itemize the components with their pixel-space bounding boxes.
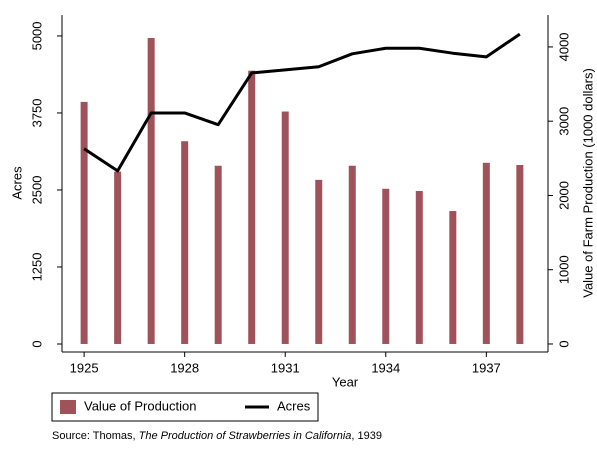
- bar: [248, 70, 256, 344]
- legend-label: Value of Production: [84, 398, 197, 413]
- source-text: Source: Thomas,: [52, 430, 139, 442]
- y2-tick-label: 2000: [556, 181, 571, 210]
- x-tick-label: 1934: [371, 360, 400, 375]
- bar: [449, 211, 457, 344]
- legend-swatch: [60, 400, 76, 414]
- y2-axis-label: Value of Farm Production (1000 dollars): [580, 68, 595, 298]
- source-note: Source: Thomas, The Production of Strawb…: [52, 430, 382, 442]
- line: [83, 32, 521, 173]
- legend-box: [51, 392, 319, 422]
- bar: [415, 191, 423, 344]
- y2-tick-label: 1000: [556, 255, 571, 284]
- x-tick-label: 1937: [472, 360, 501, 375]
- bar: [147, 38, 155, 344]
- bar: [214, 165, 222, 344]
- y2-tick-label: 4000: [556, 32, 571, 61]
- x-tick-label: 1931: [271, 360, 300, 375]
- bar: [114, 171, 122, 344]
- bar: [80, 101, 88, 344]
- bar: [482, 162, 490, 344]
- bar: [281, 111, 289, 344]
- legend-label: Acres: [277, 398, 311, 413]
- bar: [516, 165, 524, 344]
- source-title: The Production of Strawberries in Califo…: [139, 430, 352, 442]
- y-tick-label: 3750: [29, 98, 44, 127]
- bar: [181, 141, 189, 344]
- y-tick-label: 5000: [29, 21, 44, 50]
- y-tick-label: 1250: [29, 253, 44, 282]
- x-axis-label: Year: [332, 374, 359, 389]
- bar: [382, 188, 390, 344]
- bar: [315, 179, 323, 344]
- source-year: , 1939: [351, 430, 382, 442]
- y2-tick-label: 3000: [556, 107, 571, 136]
- y-tick-label: 0: [29, 340, 44, 347]
- y-tick-label: 2500: [29, 176, 44, 205]
- x-tick-label: 1928: [170, 360, 199, 375]
- bar: [348, 165, 356, 344]
- x-tick-label: 1925: [70, 360, 99, 375]
- y2-tick-label: 0: [556, 340, 571, 347]
- y-axis-label: Acres: [9, 166, 24, 200]
